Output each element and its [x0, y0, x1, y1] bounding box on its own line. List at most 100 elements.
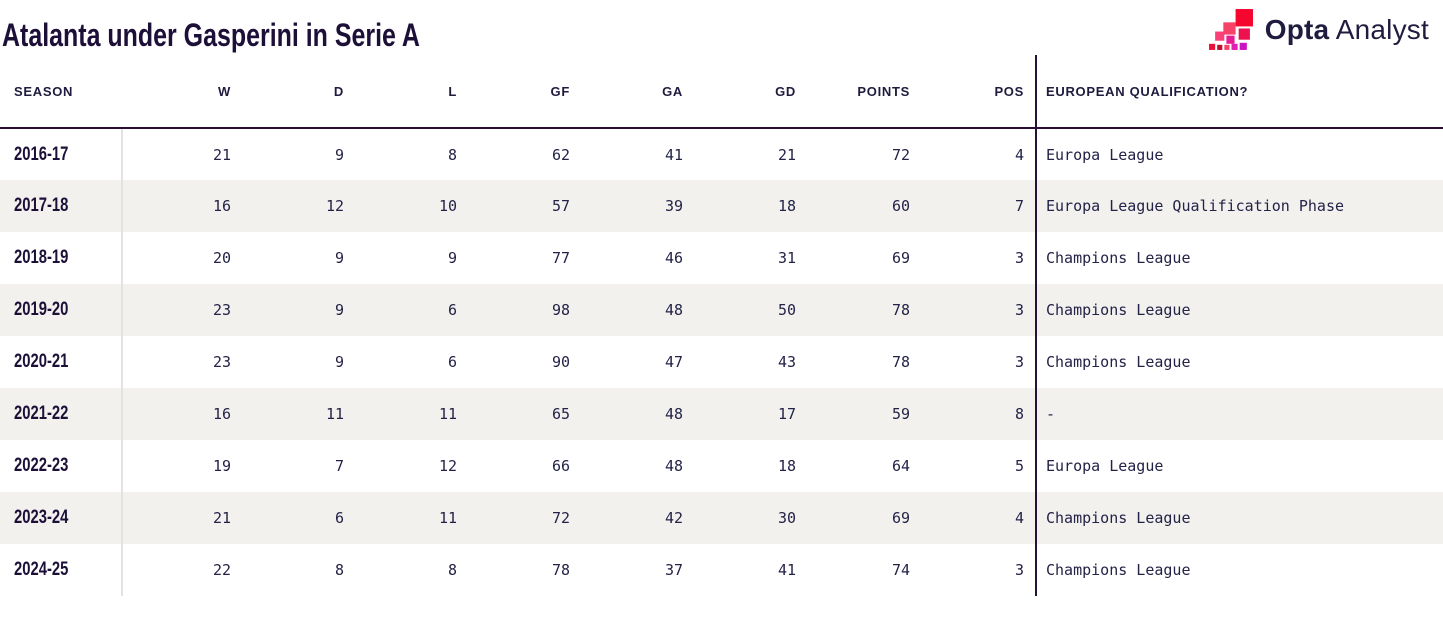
gd-cell: 41	[777, 561, 796, 579]
season-label: 2018-19	[14, 247, 69, 268]
table-row: 2017-18 16 12 10 57 39 18 60 7 Europa League Qual…	[0, 180, 1443, 232]
d-cell: 9	[334, 249, 344, 267]
qualification-cell: Champions League	[1035, 232, 1443, 284]
table-body: 2016-17 21 9 8 62 41 21 72 4 Europa League 2017-18…	[0, 128, 1443, 596]
w-cell: 22	[212, 561, 231, 579]
d-cell: 6	[334, 509, 344, 527]
table-row: 2022-23 19 7 12 66 48 18 64 5 Europa League	[0, 440, 1443, 492]
season-cell: 2018-19	[0, 232, 123, 284]
season-label: 2021-22	[14, 403, 69, 424]
season-label: 2016-17	[14, 143, 69, 165]
qualification-cell: Europa League	[1035, 128, 1443, 180]
pos-cell: 3	[1014, 353, 1024, 371]
col-header-wins: W	[122, 55, 231, 129]
gd-cell: 50	[777, 301, 796, 319]
d-cell: 7	[334, 457, 344, 475]
ga-cell: 48	[664, 457, 683, 475]
season-label: 2023-24	[14, 507, 69, 528]
l-cell: 6	[447, 301, 457, 319]
w-cell: 21	[212, 145, 231, 164]
w-cell: 21	[212, 509, 231, 527]
w-cell: 23	[212, 301, 231, 319]
gf-cell: 98	[551, 301, 570, 319]
points-cell: 74	[891, 561, 910, 579]
l-cell: 12	[438, 457, 457, 475]
w-cell: 23	[212, 353, 231, 371]
gf-cell: 66	[551, 457, 570, 475]
header-row: SEASON W D L GF GA GD POINTS POS EUROPEA…	[0, 55, 1443, 129]
ga-cell: 46	[664, 249, 683, 267]
pos-cell: 4	[1014, 145, 1024, 164]
season-cell: 2016-17	[0, 128, 123, 180]
w-cell: 20	[212, 249, 231, 267]
qualification-cell: Champions League	[1035, 284, 1443, 336]
ga-cell: 39	[664, 197, 683, 215]
l-cell: 9	[447, 249, 457, 267]
page-header: Atalanta under Gasperini in Serie A Opta…	[0, 0, 1443, 55]
table-row: 2023-24 21 6 11 72 42 30 69 4 Champions League	[0, 492, 1443, 544]
qualification-cell: Champions League	[1035, 492, 1443, 544]
season-cell: 2017-18	[0, 180, 123, 232]
pos-cell: 4	[1014, 509, 1024, 527]
season-cell: 2024-25	[0, 544, 123, 596]
qualification-cell: -	[1035, 388, 1443, 440]
col-header-points: POINTS	[796, 55, 910, 129]
l-cell: 8	[447, 145, 457, 164]
season-label: 2017-18	[14, 195, 69, 216]
ga-cell: 37	[664, 561, 683, 579]
d-cell: 9	[334, 353, 344, 371]
season-label: 2024-25	[14, 559, 69, 580]
points-cell: 69	[891, 249, 910, 267]
gd-cell: 43	[777, 353, 796, 371]
points-cell: 69	[891, 509, 910, 527]
gd-cell: 17	[777, 405, 796, 423]
d-cell: 8	[334, 561, 344, 579]
stats-table: SEASON W D L GF GA GD POINTS POS EUROPEA…	[0, 55, 1443, 596]
d-cell: 11	[325, 405, 344, 423]
pos-cell: 5	[1014, 457, 1024, 475]
points-cell: 60	[891, 197, 910, 215]
season-label: 2022-23	[14, 455, 69, 476]
opta-analyst-logo: Opta Analyst	[1208, 9, 1429, 51]
points-cell: 78	[891, 353, 910, 371]
l-cell: 8	[447, 561, 457, 579]
gf-cell: 62	[551, 145, 570, 164]
points-cell: 78	[891, 301, 910, 319]
col-header-season: SEASON	[0, 55, 122, 129]
col-header-goals-for: GF	[457, 55, 570, 129]
stats-table-wrap: SEASON W D L GF GA GD POINTS POS EUROPEA…	[0, 55, 1443, 596]
table-row: 2024-25 22 8 8 78 37 41 74 3 Champions League	[0, 544, 1443, 596]
table-row: 2019-20 23 9 6 98 48 50 78 3 Champions League	[0, 284, 1443, 336]
season-cell: 2019-20	[0, 284, 123, 336]
brand-wordmark: Opta Analyst	[1265, 14, 1429, 46]
ga-cell: 42	[664, 509, 683, 527]
pos-cell: 8	[1014, 405, 1024, 423]
col-header-losses: L	[344, 55, 457, 129]
pos-cell: 3	[1014, 301, 1024, 319]
ga-cell: 48	[664, 405, 683, 423]
pos-cell: 3	[1014, 561, 1024, 579]
season-cell: 2021-22	[0, 388, 123, 440]
gf-cell: 77	[551, 249, 570, 267]
gd-cell: 18	[777, 197, 796, 215]
col-header-position: POS	[910, 55, 1036, 129]
page-title: Atalanta under Gasperini in Serie A	[2, 17, 420, 53]
table-row: 2021-22 16 11 11 65 48 17 59 8-	[0, 388, 1443, 440]
gf-cell: 57	[551, 197, 570, 215]
gd-cell: 21	[777, 145, 796, 164]
gf-cell: 78	[551, 561, 570, 579]
table-row: 2016-17 21 9 8 62 41 21 72 4 Europa League	[0, 128, 1443, 180]
season-cell: 2022-23	[0, 440, 123, 492]
season-cell: 2023-24	[0, 492, 123, 544]
l-cell: 11	[438, 509, 457, 527]
col-header-draws: D	[231, 55, 344, 129]
table-row: 2018-19 20 9 9 77 46 31 69 3 Champions League	[0, 232, 1443, 284]
table-row: 2020-21 23 9 6 90 47 43 78 3 Champions League	[0, 336, 1443, 388]
qualification-cell: Europa League	[1035, 440, 1443, 492]
l-cell: 6	[447, 353, 457, 371]
gd-cell: 30	[777, 509, 796, 527]
ga-cell: 48	[664, 301, 683, 319]
col-header-goal-diff: GD	[683, 55, 796, 129]
table-header: SEASON W D L GF GA GD POINTS POS EUROPEA…	[0, 55, 1443, 129]
brand-name-light: Analyst	[1335, 14, 1429, 45]
